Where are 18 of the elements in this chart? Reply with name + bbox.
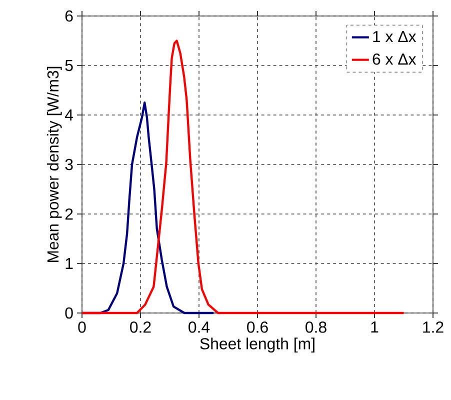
y-tick-label: 2 <box>65 208 73 220</box>
y-axis-title: Mean power density [W/m3] <box>46 66 62 262</box>
x-tick-label: 0.2 <box>130 322 151 333</box>
y-tick-label: 6 <box>65 10 73 22</box>
x-tick-label: 0.8 <box>306 322 326 333</box>
legend-label: 1 x Δx <box>373 31 416 42</box>
x-tick-label: 1.2 <box>423 322 444 333</box>
x-axis-title: Sheet length [m] <box>200 338 314 353</box>
x-tick-label: 1 <box>371 322 378 332</box>
x-tick-label: 0.4 <box>188 322 210 333</box>
y-tick-label: 4 <box>64 110 74 120</box>
y-tick-label: 1 <box>66 258 73 269</box>
legend-label: 6 x Δx <box>372 54 416 65</box>
y-tick-label: 5 <box>65 60 73 72</box>
x-tick-label: 0.6 <box>247 322 268 333</box>
y-tick-label: 0 <box>65 307 73 319</box>
x-tick-label: 0 <box>78 322 86 333</box>
y-tick-label: 3 <box>65 158 73 170</box>
